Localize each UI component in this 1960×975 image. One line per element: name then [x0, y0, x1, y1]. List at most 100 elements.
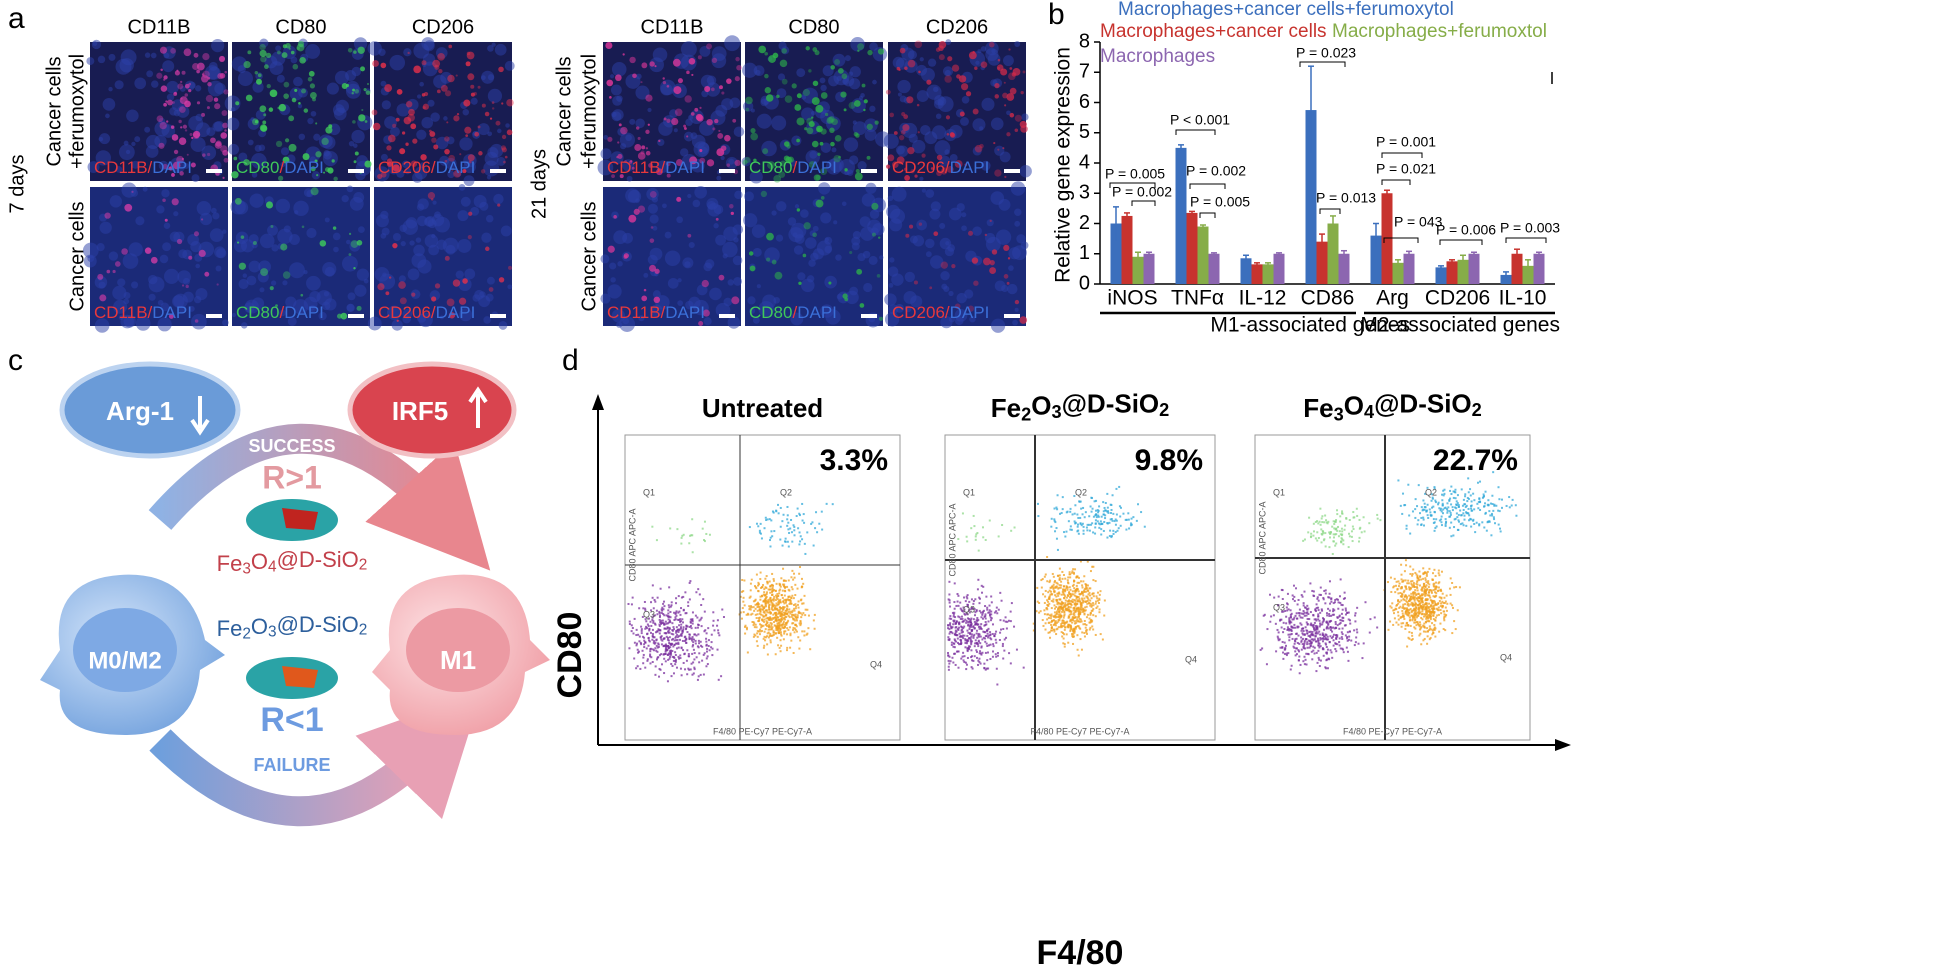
event-dot [978, 640, 980, 642]
marker-stain [938, 45, 944, 51]
event-dot [1087, 600, 1089, 602]
event-dot [986, 607, 988, 609]
event-dot [1317, 607, 1319, 609]
event-dot [1077, 524, 1079, 526]
event-dot [1006, 621, 1008, 623]
marker-stain [794, 104, 801, 111]
marker-stain [1000, 68, 1007, 75]
event-dot [652, 633, 654, 635]
nucleus-stain [1020, 165, 1032, 177]
event-dot [711, 641, 713, 643]
event-dot [791, 541, 793, 543]
nucleus-stain [776, 201, 786, 211]
marker-stain [806, 127, 813, 134]
event-dot [814, 614, 816, 616]
event-dot [741, 591, 743, 593]
event-dot [761, 604, 763, 606]
event-dot [1328, 615, 1330, 617]
marker-stain [270, 286, 274, 290]
marker-stain [188, 83, 191, 86]
nucleus-stain [734, 126, 745, 137]
event-dot [1423, 616, 1425, 618]
nucleus-stain [348, 292, 356, 300]
marker-stain [1008, 48, 1010, 50]
event-dot [1063, 609, 1065, 611]
bar [1252, 264, 1263, 284]
event-dot [655, 624, 657, 626]
event-dot [1106, 537, 1108, 539]
event-dot [1291, 626, 1293, 628]
event-dot [1088, 515, 1090, 517]
nucleus-stain [307, 118, 313, 124]
nucleus-stain [227, 118, 240, 131]
event-dot [655, 631, 657, 633]
row-label: +ferumoxytol [66, 54, 88, 169]
marker-stain [878, 48, 884, 54]
marker-stain [903, 114, 908, 119]
nucleus-stain [1007, 284, 1017, 294]
marker-stain [502, 135, 506, 139]
caption-part: DAPI [152, 303, 192, 322]
event-dot [1295, 587, 1297, 589]
event-dot [757, 636, 759, 638]
marker-stain [615, 74, 622, 81]
event-dot [1058, 587, 1060, 589]
marker-stain [749, 251, 753, 255]
event-dot [697, 645, 699, 647]
event-dot [995, 642, 997, 644]
event-dot [957, 638, 959, 640]
event-dot [723, 616, 725, 618]
event-dot [1305, 626, 1307, 628]
event-dot [1001, 524, 1003, 526]
marker-stain [975, 145, 983, 153]
event-dot [671, 675, 673, 677]
event-dot [1314, 652, 1316, 654]
event-dot [717, 629, 719, 631]
event-dot [1114, 520, 1116, 522]
nucleus-stain [463, 109, 469, 115]
nucleus-stain [417, 204, 424, 211]
marker-stain [844, 108, 847, 111]
event-dot [1059, 613, 1061, 615]
nucleus-stain [995, 280, 1006, 291]
event-dot [1084, 620, 1086, 622]
event-dot [764, 594, 766, 596]
event-dot [778, 512, 780, 514]
event-dot [679, 621, 681, 623]
event-dot [1070, 508, 1072, 510]
marker-stain [641, 296, 647, 302]
nucleus-stain [991, 49, 995, 53]
event-dot [974, 614, 976, 616]
event-dot [1296, 612, 1298, 614]
event-dot [1107, 507, 1109, 509]
event-dot [1083, 597, 1085, 599]
marker-stain [941, 262, 948, 269]
marker-stain [947, 56, 952, 61]
event-dot [788, 579, 790, 581]
event-dot [1319, 665, 1321, 667]
event-dot [1285, 645, 1287, 647]
event-dot [1099, 594, 1101, 596]
marker-stain [260, 268, 268, 276]
significance-label: P = 0.003 [1500, 220, 1560, 236]
event-dot [632, 627, 634, 629]
marker-stain [1010, 113, 1015, 118]
event-dot [665, 632, 667, 634]
event-dot [955, 623, 957, 625]
marker-stain [467, 52, 475, 60]
nucleus-stain [844, 137, 858, 151]
event-dot [786, 605, 788, 607]
nucleus-stain [940, 271, 949, 280]
event-dot [711, 634, 713, 636]
event-dot [1042, 619, 1044, 621]
event-dot [1061, 602, 1063, 604]
event-dot [997, 652, 999, 654]
event-dot [640, 626, 642, 628]
event-dot [1010, 620, 1012, 622]
event-dot [1335, 650, 1337, 652]
nucleus-stain [689, 242, 695, 248]
nucleus-stain [164, 269, 179, 284]
quadrant-label: Q3 [963, 604, 975, 614]
event-dot [786, 649, 788, 651]
marker-stain [364, 88, 367, 91]
